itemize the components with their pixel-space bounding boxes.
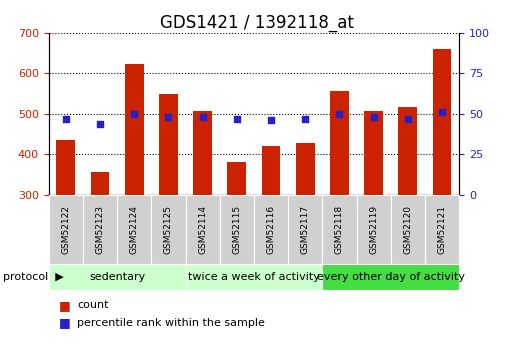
Point [369,114,378,120]
Text: percentile rank within the sample: percentile rank within the sample [77,318,265,327]
Text: GSM52120: GSM52120 [403,205,412,254]
Text: GSM52118: GSM52118 [335,205,344,254]
Text: sedentary: sedentary [89,272,145,282]
Text: GSM52116: GSM52116 [267,205,275,254]
Text: GSM52114: GSM52114 [198,205,207,254]
Bar [432,49,451,195]
Text: ■: ■ [59,316,71,329]
Text: ■: ■ [59,299,71,312]
Text: GSM52121: GSM52121 [438,205,446,254]
Bar [262,146,281,195]
Point [267,118,275,123]
Text: GSM52122: GSM52122 [62,205,70,254]
Text: protocol  ▶: protocol ▶ [3,272,63,282]
Bar [56,140,75,195]
Text: every other day of activity: every other day of activity [317,272,465,282]
Bar [91,172,109,195]
Bar [296,143,314,195]
Point [199,114,207,120]
Point [164,114,172,120]
Text: GSM52124: GSM52124 [130,205,139,254]
Bar [364,111,383,195]
Text: GSM52123: GSM52123 [95,205,105,254]
Text: twice a week of activity: twice a week of activity [188,272,320,282]
Point [62,116,70,121]
Point [96,121,104,126]
Text: GSM52115: GSM52115 [232,205,241,254]
Point [233,116,241,121]
Point [336,111,344,117]
Text: GSM52117: GSM52117 [301,205,310,254]
Point [438,109,446,115]
Bar [330,91,349,195]
Text: GDS1421 / 1392118_at: GDS1421 / 1392118_at [160,14,353,32]
Bar [125,65,144,195]
Text: count: count [77,300,108,310]
Point [404,116,412,121]
Bar [227,162,246,195]
Bar [399,107,417,195]
Text: GSM52119: GSM52119 [369,205,378,254]
Point [130,111,139,117]
Point [301,116,309,121]
Bar [159,93,178,195]
Bar [193,111,212,195]
Text: GSM52125: GSM52125 [164,205,173,254]
